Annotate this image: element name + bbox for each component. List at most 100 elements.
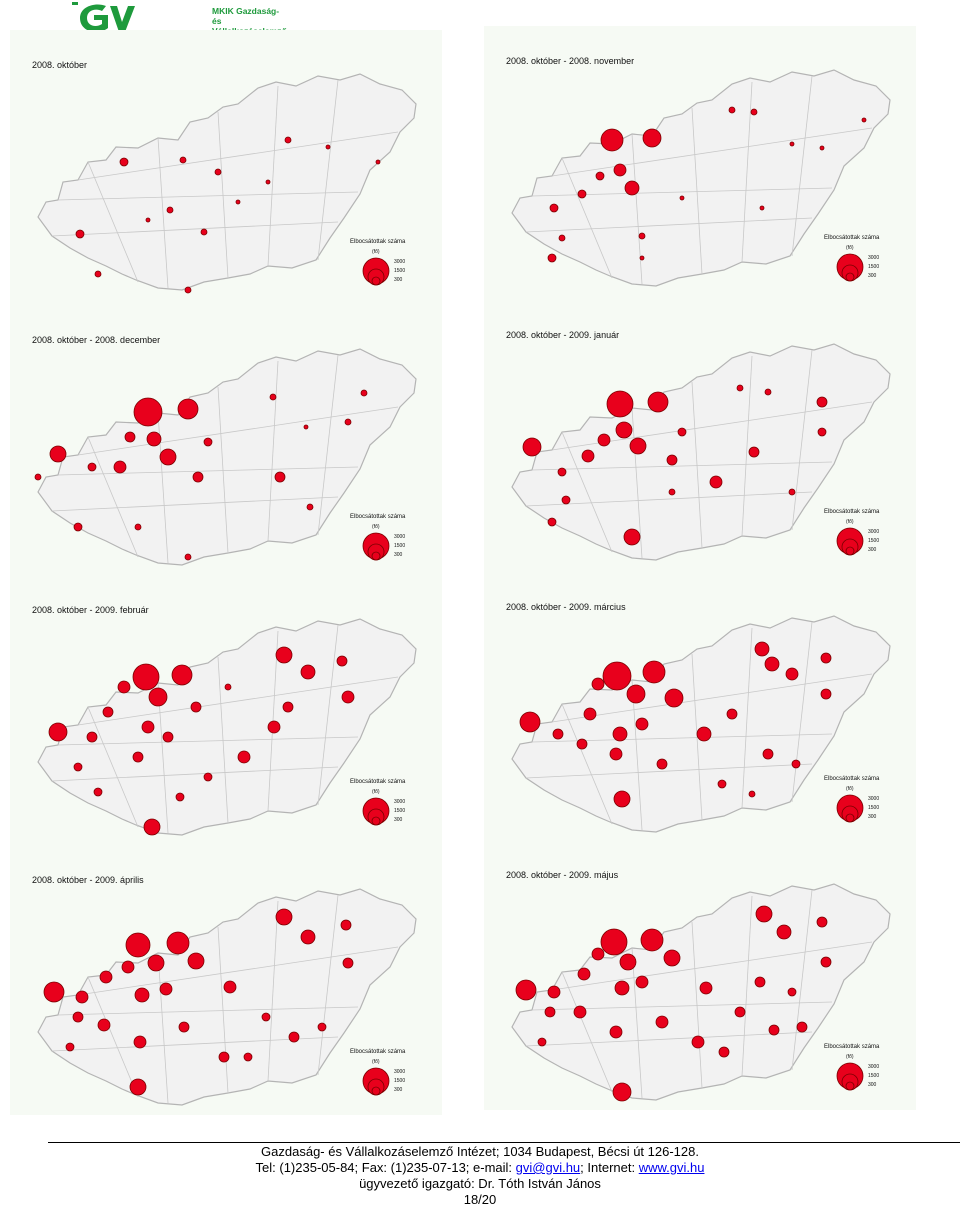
map-title: 2008. október - 2009. február (32, 605, 149, 615)
layoff-bubble (642, 128, 662, 148)
hungary-map: Elbocsátottak száma (fő) 3000 1500 300 (511, 615, 891, 833)
layoff-bubble (655, 1015, 669, 1029)
county-border (631, 407, 643, 559)
layoff-bubble (576, 738, 588, 750)
layoff-bubble (243, 1052, 253, 1062)
layoff-bubble (132, 751, 144, 763)
layoff-bubble (166, 206, 174, 214)
map-title: 2008. október - 2008. november (506, 56, 635, 66)
layoff-bubble (635, 975, 649, 989)
county-border (791, 889, 813, 1071)
footer-internet-label: ; Internet: (580, 1160, 639, 1175)
layoff-bubble (73, 762, 83, 772)
layoff-bubble (820, 652, 832, 664)
footer-director: ügyvezető igazgató: Dr. Tóth István Jáno… (359, 1176, 601, 1191)
layoff-bubble (75, 990, 89, 1004)
county-border (631, 679, 643, 831)
legend-value: 3000 (868, 529, 879, 535)
layoff-bubble (282, 701, 294, 713)
layoff-bubble (691, 1035, 705, 1049)
legend-unit: (fő) (846, 245, 854, 251)
map-title: 2008. október (32, 60, 88, 70)
layoff-bubble (224, 683, 232, 691)
legend-value: 300 (394, 1087, 403, 1093)
layoff-bubble (612, 726, 628, 742)
map-title: 2008. október - 2009. március (506, 602, 626, 612)
layoff-bubble (203, 437, 213, 447)
legend-value: 300 (394, 817, 403, 823)
layoff-bubble (261, 1012, 271, 1022)
county-border (57, 466, 359, 476)
layoff-bubble (99, 970, 113, 984)
county-border (791, 621, 813, 803)
county-border (51, 221, 339, 237)
legend-value: 1500 (394, 808, 405, 814)
layoff-bubble (125, 932, 151, 958)
legend-value: 3000 (394, 799, 405, 805)
layoff-bubble (626, 684, 646, 704)
layoff-bubble (736, 384, 744, 392)
legend-bubble (371, 816, 381, 826)
layoff-bubble (638, 232, 646, 240)
legend-title: Elbocsátottak száma (824, 509, 880, 515)
layoff-bubble (796, 1021, 808, 1033)
layoff-bubble (787, 987, 797, 997)
layoff-bubble (609, 747, 623, 761)
county-border (87, 976, 139, 1098)
layoff-bubble (547, 985, 561, 999)
footer-address: Gazdaság- és Vállalkozáselemző Intézet; … (261, 1144, 699, 1159)
legend-bubble (371, 551, 381, 561)
map-panel: Elbocsátottak száma (fő) 3000 1500 300 2008. … (484, 572, 916, 842)
layoff-bubble (759, 205, 765, 211)
layoff-bubble (143, 818, 161, 836)
layoff-bubble (133, 397, 163, 427)
county-border (631, 947, 643, 1099)
layoff-bubble (561, 495, 571, 505)
layoff-bubble (265, 179, 271, 185)
layoff-bubble (121, 960, 135, 974)
county-border (561, 157, 613, 279)
county-border (51, 766, 339, 782)
layoff-bubble (600, 928, 628, 956)
layoff-bubble (619, 953, 637, 971)
county-border (741, 627, 753, 809)
county-border (525, 491, 813, 507)
layoff-bubble (300, 664, 316, 680)
layoff-bubble (699, 981, 713, 995)
layoff-bubble (179, 156, 187, 164)
footer-email-link[interactable]: gvi@gvi.hu (515, 1160, 581, 1175)
legend-value: 300 (868, 547, 877, 553)
layoff-bubble (522, 437, 542, 457)
layoff-bubble (677, 427, 687, 437)
legend-value: 300 (868, 814, 877, 820)
county-border (87, 706, 139, 828)
layoff-bubble (274, 471, 286, 483)
legend-value: 1500 (868, 1073, 879, 1079)
layoff-bubble (597, 433, 611, 447)
layoff-bubble (547, 517, 557, 527)
layoff-bubble (816, 916, 828, 928)
layoff-bubble (134, 987, 150, 1003)
layoff-bubble (577, 967, 591, 981)
layoff-bubble (192, 471, 204, 483)
layoff-bubble (288, 1031, 300, 1043)
layoff-bubble (664, 688, 684, 708)
country-outline (37, 73, 417, 291)
layoff-bubble (647, 391, 669, 413)
legend-value: 1500 (868, 538, 879, 544)
legend-bubble (845, 272, 855, 282)
footer-web-link[interactable]: www.gvi.hu (638, 1160, 705, 1175)
map-panel: Elbocsátottak száma (fő) 3000 1500 300 2008. … (484, 300, 916, 575)
county-border (57, 1006, 359, 1016)
layoff-bubble (97, 1018, 111, 1032)
county-border (525, 217, 813, 233)
layoff-bubble (709, 475, 723, 489)
legend-value: 3000 (868, 1064, 879, 1070)
county-border (217, 386, 229, 554)
hungary-map: Elbocsátottak száma (fő) 3000 1500 300 (511, 883, 891, 1102)
county-border (791, 349, 813, 531)
layoff-bubble (132, 663, 160, 691)
layoff-bubble (600, 128, 624, 152)
layoff-bubble (65, 1042, 75, 1052)
county-border (77, 406, 399, 456)
